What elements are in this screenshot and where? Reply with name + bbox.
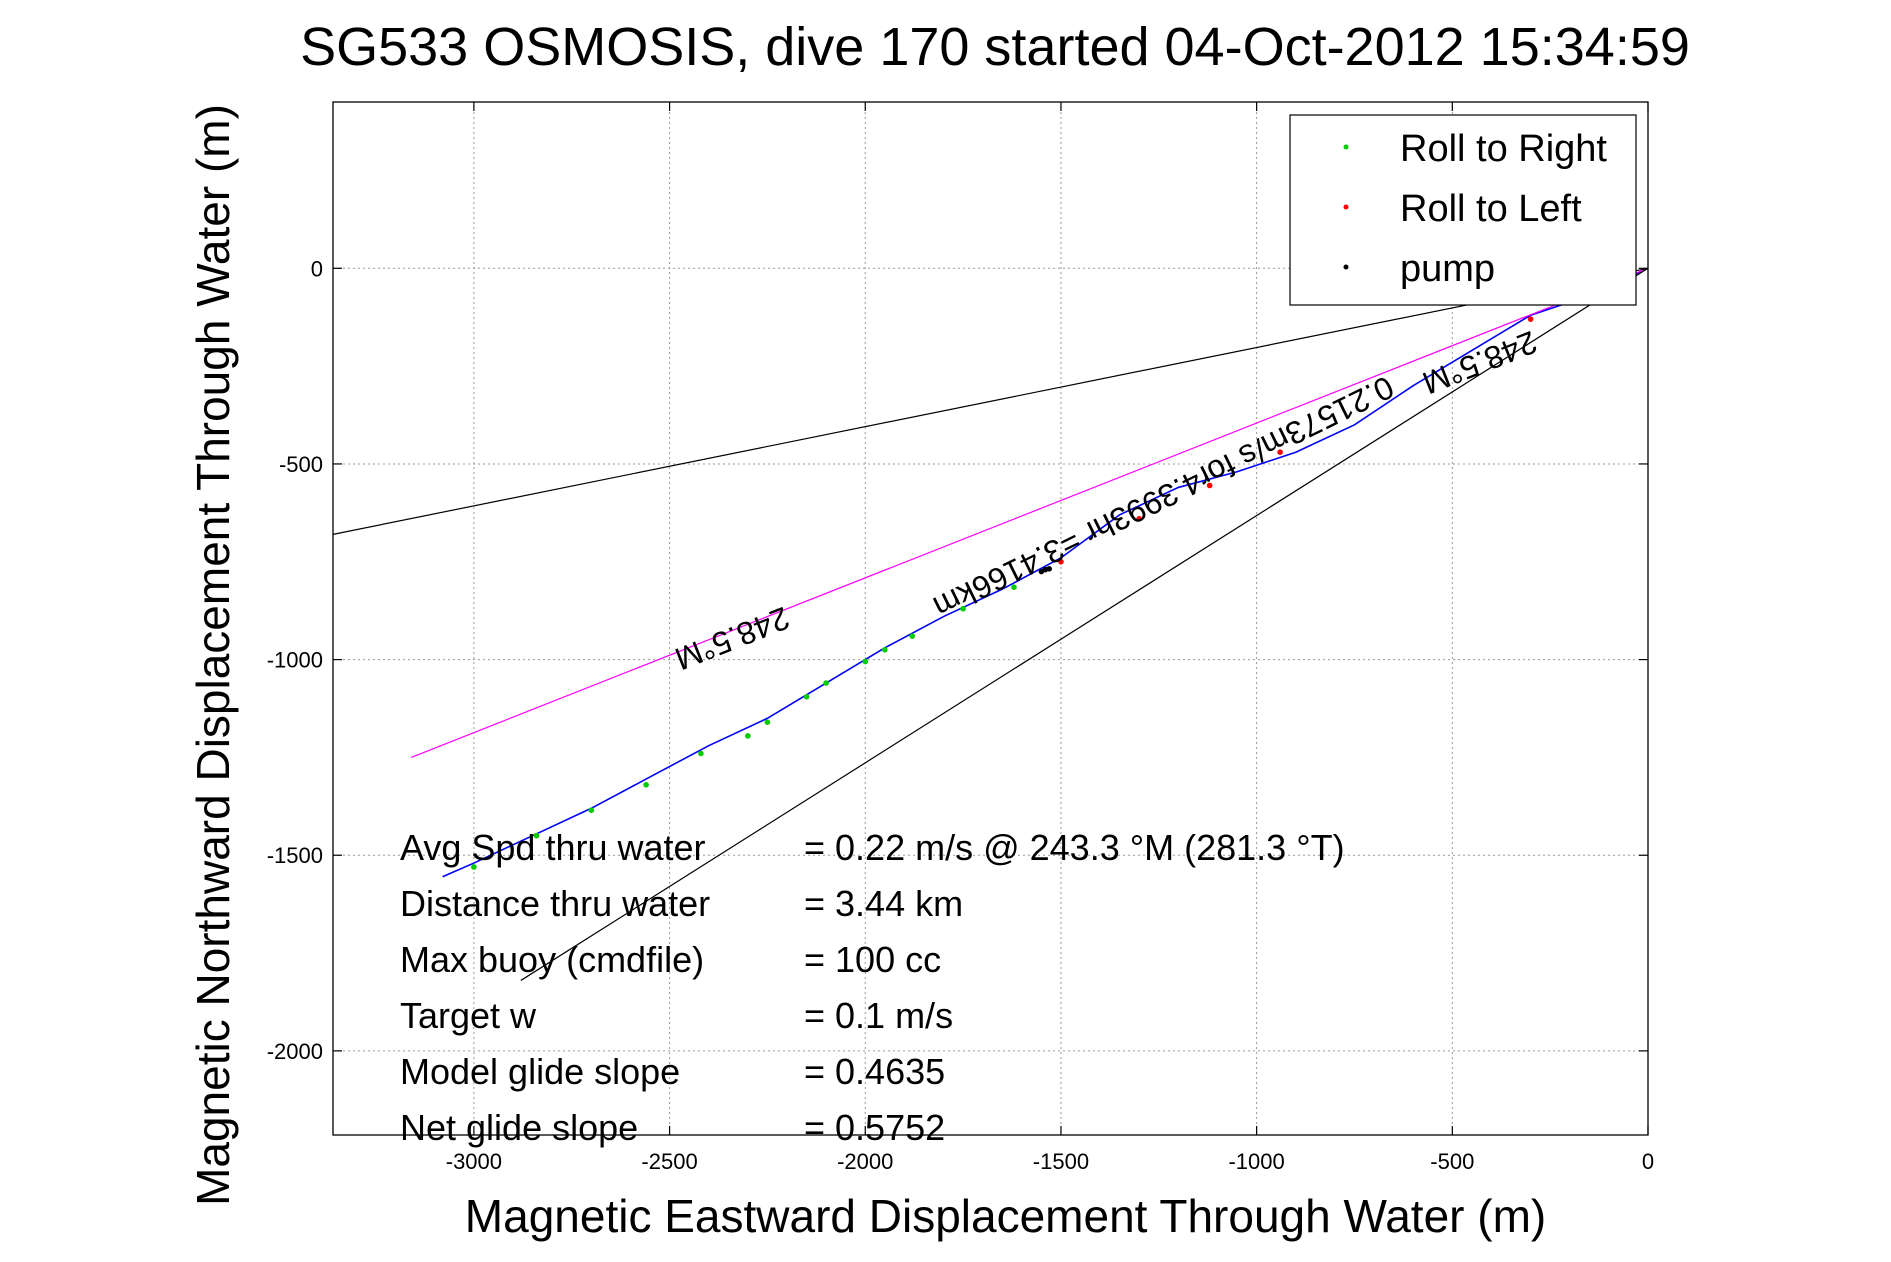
plot-frame bbox=[332, 101, 1649, 1136]
roll-right-marker bbox=[643, 781, 649, 788]
x-tick-label: -1000 bbox=[1228, 1149, 1284, 1174]
x-tick-label: -1500 bbox=[1033, 1149, 1089, 1174]
info-label: Max buoy (cmdfile) bbox=[400, 939, 704, 980]
x-tick-label: -3000 bbox=[446, 1149, 502, 1174]
roll-right-marker bbox=[764, 719, 771, 725]
info-label: Model glide slope bbox=[400, 1051, 680, 1092]
series-line-0 bbox=[442, 267, 1649, 878]
roll-left-marker bbox=[1136, 515, 1143, 522]
info-value: = 3.44 km bbox=[804, 883, 963, 924]
series-line-2 bbox=[332, 267, 1649, 535]
roll-right-marker bbox=[471, 864, 477, 870]
info-value: = 0.22 m/s @ 243.3 °M (281.3 °T) bbox=[804, 827, 1345, 868]
series-layer bbox=[332, 267, 1649, 981]
x-tick-label: 0 bbox=[1642, 1149, 1654, 1174]
roll-right-marker bbox=[882, 647, 888, 653]
legend-marker bbox=[1343, 144, 1349, 150]
pump-marker bbox=[1046, 566, 1053, 572]
roll-right-marker bbox=[745, 733, 751, 739]
chart-title: SG533 OSMOSIS, dive 170 started 04-Oct-2… bbox=[300, 17, 1690, 77]
roll-right-marker bbox=[533, 832, 540, 839]
y-tick-label: 0 bbox=[311, 256, 323, 281]
roll-right-marker bbox=[823, 680, 829, 686]
roll-left-marker bbox=[1277, 449, 1283, 456]
info-layer: Avg Spd thru water = 0.22 m/s @ 243.3 °M … bbox=[400, 827, 1345, 1148]
x-tick-label: -2500 bbox=[641, 1149, 697, 1174]
info-label: Avg Spd thru water bbox=[400, 827, 706, 868]
y-axis-label: Magnetic Northward Displacement Through … bbox=[187, 104, 239, 1206]
roll-right-marker bbox=[698, 750, 704, 757]
roll-right-marker bbox=[1011, 584, 1017, 590]
tick-layer: -3000 -2500 -2000 -1500 -1000 -500 0 0 -500 -1000… bbox=[267, 102, 1654, 1174]
marker-layer bbox=[471, 316, 1534, 870]
roll-right-marker bbox=[909, 633, 916, 639]
legend-label: Roll to Right bbox=[1400, 128, 1607, 170]
roll-right-marker bbox=[960, 605, 966, 612]
legend: Roll to Right Roll to Left pump bbox=[1289, 114, 1637, 306]
info-value: = 100 cc bbox=[804, 939, 941, 980]
info-value: = 0.4635 bbox=[804, 1051, 945, 1092]
y-tick-label: -1500 bbox=[267, 843, 323, 868]
roll-left-marker bbox=[1527, 316, 1534, 322]
x-axis-label: Magnetic Eastward Displacement Through W… bbox=[465, 1190, 1546, 1242]
legend-marker bbox=[1343, 264, 1349, 270]
roll-right-marker bbox=[588, 807, 595, 814]
legend-label: pump bbox=[1400, 248, 1495, 290]
roll-left-marker bbox=[1058, 558, 1064, 565]
legend-label: Roll to Left bbox=[1400, 188, 1582, 230]
x-tick-label: -500 bbox=[1430, 1149, 1474, 1174]
y-tick-label: -1000 bbox=[267, 648, 323, 673]
info-label: Distance thru water bbox=[400, 883, 710, 924]
series-line-1 bbox=[411, 267, 1649, 758]
info-value: = 0.5752 bbox=[804, 1107, 945, 1148]
roll-left-marker bbox=[1206, 482, 1213, 489]
y-tick-label: -2000 bbox=[267, 1039, 323, 1064]
x-tick-label: -2000 bbox=[837, 1149, 893, 1174]
series-line-3 bbox=[520, 267, 1649, 981]
info-label: Target w bbox=[400, 995, 537, 1036]
roll-right-marker bbox=[862, 658, 869, 665]
legend-marker bbox=[1343, 204, 1349, 210]
roll-right-marker bbox=[803, 693, 810, 700]
y-tick-label: -500 bbox=[279, 452, 323, 477]
info-label: Net glide slope bbox=[400, 1107, 638, 1148]
info-value: = 0.1 m/s bbox=[804, 995, 953, 1036]
